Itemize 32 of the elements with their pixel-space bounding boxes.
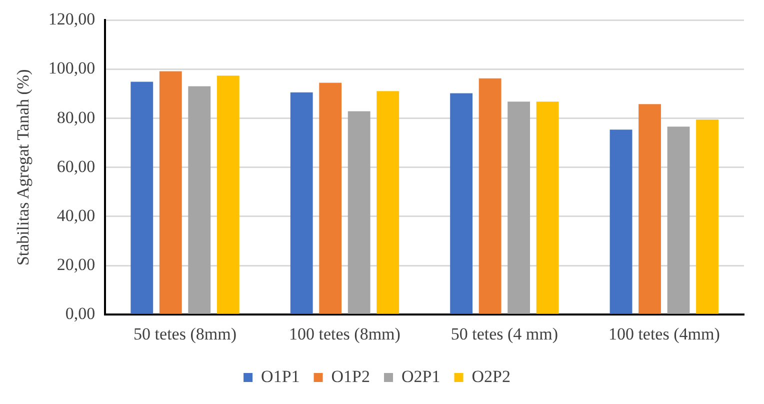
x-tick-label: 100 tetes (4mm) <box>608 324 720 344</box>
legend-label: O2P1 <box>402 366 440 386</box>
y-tick-label: 80,00 <box>56 108 96 127</box>
bar <box>130 82 154 314</box>
y-tick-label: 40,00 <box>56 206 96 225</box>
legend-label: O2P2 <box>472 366 510 386</box>
x-tick-label: 50 tetes (4 mm) <box>450 324 558 344</box>
bar <box>638 104 661 314</box>
bar <box>450 93 473 314</box>
bar <box>536 102 559 314</box>
y-tick-label: 0,00 <box>65 304 96 324</box>
bar <box>216 76 240 314</box>
legend-label: O1P1 <box>261 366 300 386</box>
bar <box>508 102 530 314</box>
legend-label: O1P2 <box>331 366 370 386</box>
x-tick-label: 50 tetes (8mm) <box>134 324 236 344</box>
bar <box>159 71 182 314</box>
y-tick-label: 100,00 <box>48 58 96 78</box>
x-tick-label: 100 tetes (8mm) <box>289 324 400 344</box>
bar <box>478 78 502 314</box>
bar <box>696 120 718 314</box>
bar <box>610 130 632 314</box>
bar <box>319 82 342 314</box>
y-tick-label: 20,00 <box>56 255 96 274</box>
y-tick-label: 60,00 <box>56 156 96 176</box>
bar <box>667 126 690 314</box>
y-axis-title: Stabilitas Agregat Tanah (%) <box>14 69 33 266</box>
bar <box>290 92 313 314</box>
y-tick-label: 120,00 <box>48 10 96 29</box>
bar <box>348 111 370 314</box>
bar <box>188 86 211 314</box>
bar <box>376 91 400 314</box>
